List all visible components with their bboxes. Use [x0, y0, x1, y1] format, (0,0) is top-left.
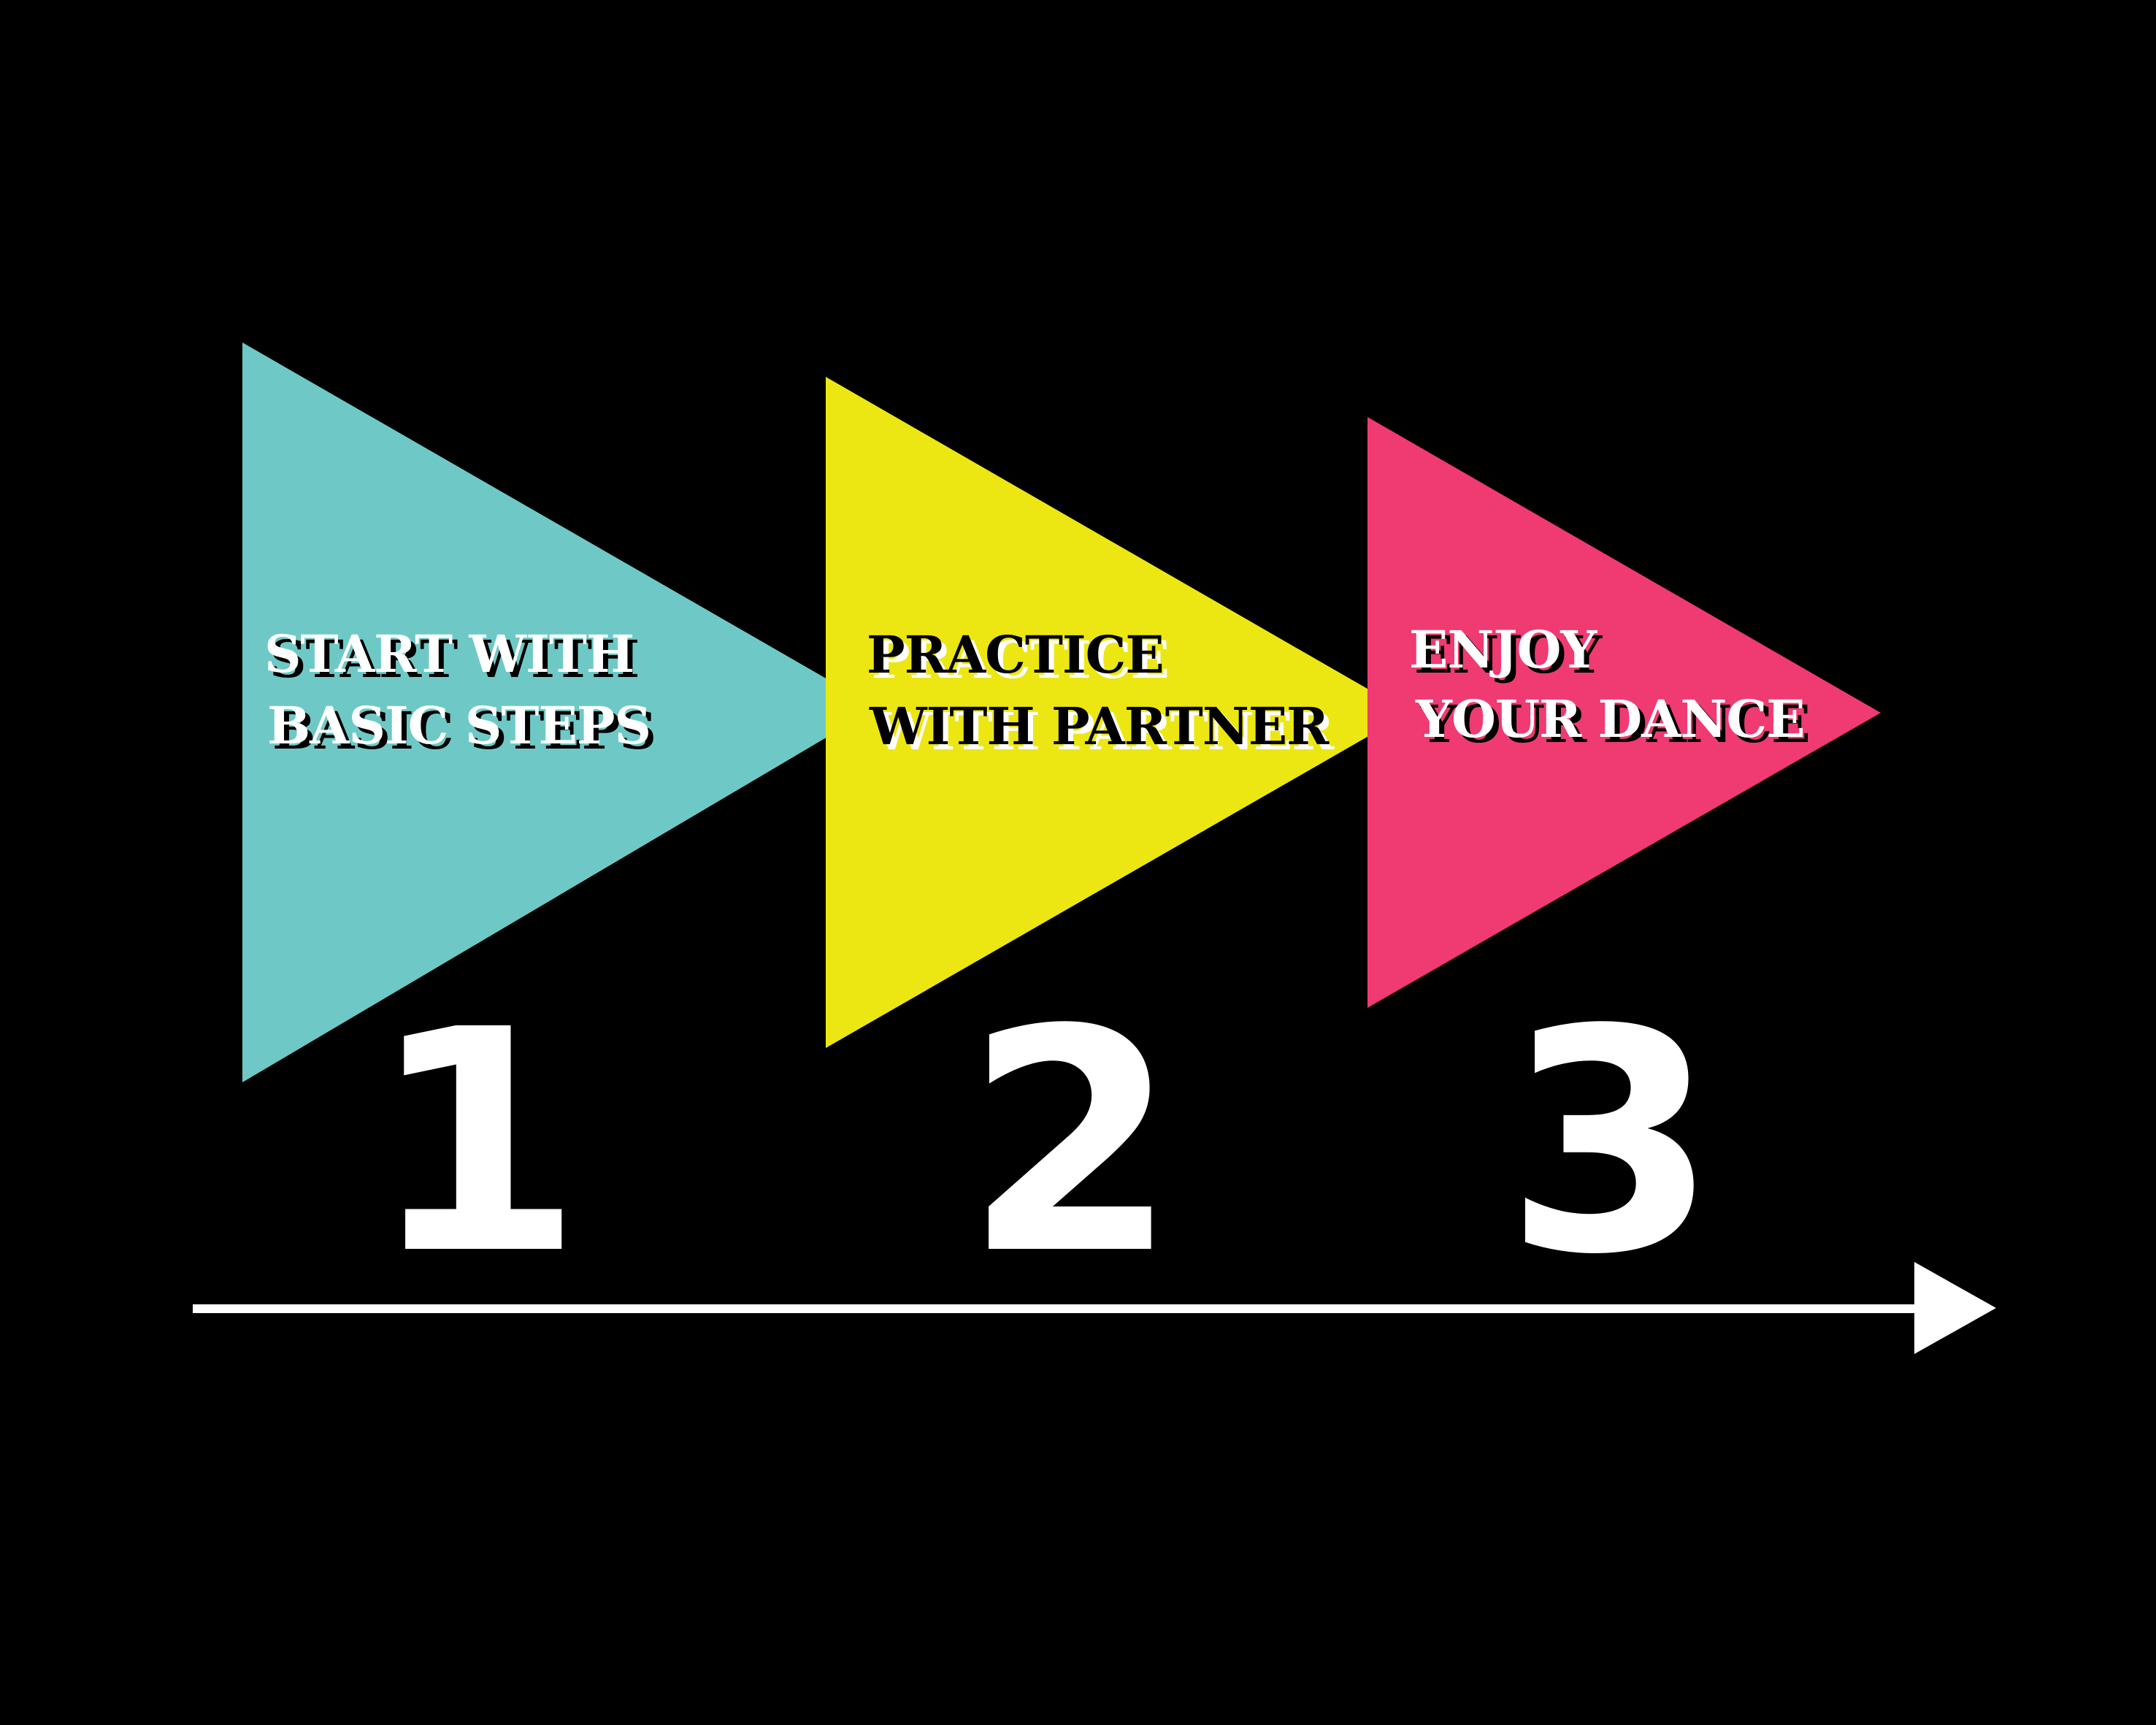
arrow-shaft [193, 1304, 1920, 1313]
step-3-line-1: ENJOY [1409, 619, 1597, 680]
step-2-line-2: WITH PARTNER [869, 696, 1330, 757]
step-3-number: 3 [1505, 965, 1718, 1322]
step-3-line-2: YOUR DANCE [1415, 689, 1805, 749]
step-2-line-1-shadow: PRACTICE [872, 630, 1169, 690]
step-1-line-1: START WITH [264, 624, 634, 684]
step-3-triangle [1367, 417, 1881, 1008]
step-3-line-2-shadow: YOUR DANCE [1420, 694, 1810, 754]
step-2-number: 2 [964, 965, 1178, 1322]
step-1-line-2-shadow: BASIC STEPS [272, 700, 656, 761]
step-1-line-2: BASIC STEPS [267, 695, 651, 756]
step-2-line-1: PRACTICE [867, 624, 1164, 685]
step-2-line-2-shadow: WITH PARTNER [874, 701, 1335, 762]
step-3-line-1-shadow: ENJOY [1414, 624, 1603, 685]
step-2-triangle [826, 377, 1409, 1048]
arrow-head-icon [1914, 1262, 1996, 1354]
step-1-number: 1 [369, 965, 583, 1322]
step-1-line-1-shadow: START WITH [269, 629, 639, 689]
step-1-label: START WITH START WITH BASIC STEPS BASIC … [264, 624, 656, 761]
step-1-triangle [242, 343, 877, 1082]
timeline-arrow [193, 1262, 1996, 1354]
step-2-label: PRACTICE PRACTICE WITH PARTNER WITH PART… [867, 624, 1335, 762]
step-3-label: ENJOY ENJOY YOUR DANCE YOUR DANCE [1409, 619, 1811, 754]
